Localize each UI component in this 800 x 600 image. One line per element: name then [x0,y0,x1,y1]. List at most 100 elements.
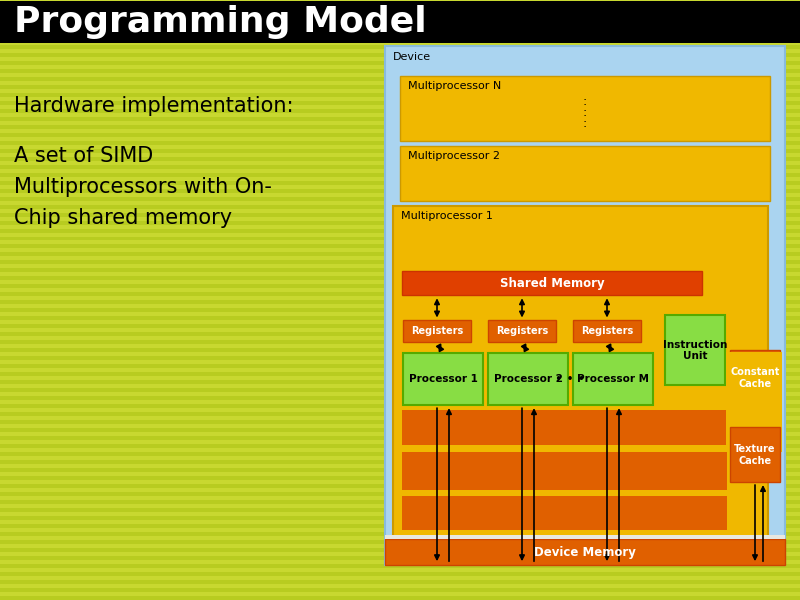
Bar [0,484,800,488]
Text: Multiprocessor 2: Multiprocessor 2 [408,151,500,161]
Bar [0,233,800,236]
Bar [0,1,800,43]
Bar [730,427,780,482]
Bar [385,535,785,539]
Bar [0,69,800,73]
Bar [0,296,800,301]
Bar [0,49,800,53]
Bar [0,432,800,436]
Text: Device Memory: Device Memory [534,545,636,559]
Bar [0,161,800,164]
Bar [0,496,800,500]
Bar [0,173,800,176]
Bar [0,500,800,504]
Bar [0,472,800,476]
Bar [0,564,800,568]
Bar [0,416,800,420]
Bar [0,109,800,113]
Bar [400,76,770,140]
Bar [0,268,800,272]
Text: Constant
Cache: Constant Cache [730,367,780,389]
Bar [0,552,800,556]
Bar [0,380,800,384]
Bar [0,301,800,304]
Bar [0,516,800,520]
Bar [0,280,800,284]
Bar [0,200,800,205]
Bar [0,133,800,137]
Bar [0,316,800,320]
Bar [0,304,800,308]
Bar [0,392,800,396]
Bar [665,316,725,385]
Bar [0,265,800,268]
Bar [0,157,800,161]
Bar [0,444,800,448]
Bar [488,353,568,405]
Bar [0,65,800,69]
Bar [0,181,800,185]
Bar [0,140,800,145]
Bar [402,490,727,494]
Bar [0,97,800,101]
Text: Multiprocessor 1: Multiprocessor 1 [401,211,493,221]
Bar [0,209,800,212]
Bar [0,272,800,277]
Text: Registers: Registers [496,326,548,337]
Bar [0,568,800,572]
Bar [0,424,800,428]
Bar [0,464,800,468]
Bar [0,57,800,61]
Bar [0,492,800,496]
Text: Programming Model: Programming Model [14,5,426,39]
Bar [393,206,768,545]
Bar [0,224,800,229]
Bar [0,548,800,552]
Bar [402,496,727,530]
Bar [0,412,800,416]
Bar [0,176,800,181]
Text: Hardware implementation:: Hardware implementation: [14,95,294,116]
Bar [0,116,800,121]
Bar [0,460,800,464]
Bar [0,169,800,173]
Text: Shared Memory: Shared Memory [500,277,604,290]
Bar [0,536,800,540]
Bar [0,308,800,313]
Bar [0,328,800,332]
Bar [0,476,800,480]
Bar [0,576,800,580]
Bar [0,164,800,169]
Bar [0,89,800,93]
Bar [0,244,800,248]
Bar [0,384,800,388]
Bar [0,113,800,116]
Bar [0,396,800,400]
Bar [402,271,702,295]
Bar [0,197,800,200]
Bar [403,353,483,405]
Bar [0,408,800,412]
Bar [0,504,800,508]
Bar [0,373,800,376]
Bar [730,350,780,405]
Bar [385,539,785,565]
Bar [0,404,800,408]
Bar [0,344,800,349]
Bar [0,320,800,325]
Bar [0,104,800,109]
Bar [0,448,800,452]
Text: Texture
Cache: Texture Cache [734,444,776,466]
Text: Registers: Registers [581,326,633,337]
Bar [0,356,800,361]
Bar [488,320,556,343]
Text: Instruction
Unit: Instruction Unit [663,340,727,361]
Bar [0,544,800,548]
Bar [385,46,785,565]
Bar [0,596,800,600]
Bar [0,185,800,188]
Bar [400,146,770,200]
Bar [0,93,800,97]
Bar [0,520,800,524]
Bar [0,560,800,564]
